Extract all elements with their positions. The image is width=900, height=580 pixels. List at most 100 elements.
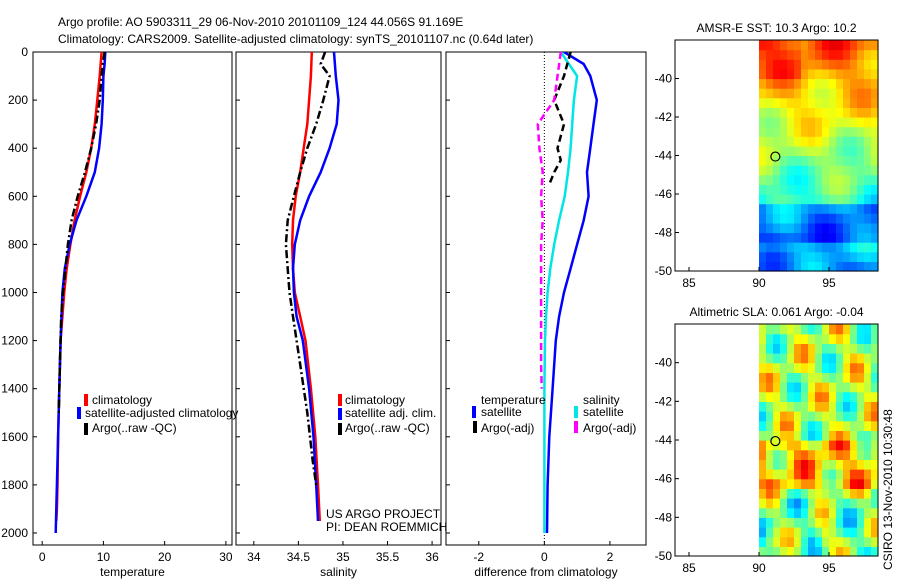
map-cell — [871, 536, 879, 547]
map-cell — [801, 382, 809, 393]
map-cell — [822, 136, 830, 147]
map-cell — [822, 242, 830, 253]
map-cell — [822, 126, 830, 137]
map-cell — [829, 411, 837, 422]
map-cell — [787, 251, 795, 262]
map-cell — [864, 222, 872, 234]
map-cell — [850, 78, 858, 89]
map-cell — [864, 174, 872, 185]
map-cell — [822, 165, 830, 176]
map-cell — [857, 261, 865, 272]
map-cell — [822, 97, 830, 108]
map-cell — [829, 391, 837, 402]
map-cell — [815, 155, 823, 166]
map-cell — [864, 459, 872, 470]
map-cell — [773, 117, 781, 128]
map-cell — [808, 527, 816, 538]
map-cell — [801, 97, 809, 108]
map-cell — [857, 174, 865, 185]
map-cell — [871, 145, 879, 157]
map-cell — [780, 68, 788, 80]
map-cell — [850, 401, 858, 412]
map-cell — [864, 242, 872, 253]
map-cell — [808, 430, 816, 441]
map-cell — [836, 382, 844, 393]
map-cell — [829, 97, 837, 108]
map-cell — [794, 546, 802, 557]
map-cell — [759, 401, 767, 412]
map-cell — [836, 449, 844, 460]
map-cell — [850, 155, 858, 166]
map-cell — [864, 136, 872, 147]
map-cell — [836, 126, 844, 137]
map-cell — [850, 382, 858, 393]
map-cell — [850, 174, 858, 185]
map-cell — [780, 372, 788, 383]
map-cell — [850, 391, 858, 402]
map-cell — [787, 40, 795, 51]
map-cell — [829, 478, 837, 489]
map-cell — [780, 449, 788, 460]
map-cell — [759, 382, 767, 393]
map-cell — [759, 97, 767, 108]
map-cell — [766, 353, 774, 364]
map-cell — [780, 488, 788, 499]
map-cell — [822, 517, 830, 528]
map-cell — [759, 174, 767, 185]
y-tick-label: 600 — [8, 189, 28, 203]
map-cell — [759, 469, 767, 480]
map-cell — [773, 353, 781, 364]
map-cell — [843, 68, 851, 80]
map-cell — [857, 59, 865, 70]
map-cell — [787, 261, 795, 272]
map-cell — [794, 242, 802, 253]
map-cell — [801, 459, 809, 470]
map-cell — [815, 107, 823, 118]
map-cell — [815, 536, 823, 547]
map-cell — [787, 174, 795, 185]
map-cell — [815, 68, 823, 80]
map-cell — [780, 391, 788, 402]
map-cell — [759, 126, 767, 137]
map-cell — [857, 184, 865, 195]
map-cell — [864, 517, 872, 528]
map-cell — [843, 527, 851, 538]
map-cell — [794, 362, 802, 373]
map-cell — [773, 242, 781, 253]
map-cell — [857, 440, 865, 451]
map-cell — [850, 165, 858, 176]
map-cell — [780, 213, 788, 224]
map-cell — [857, 242, 865, 253]
map-cell — [857, 488, 865, 499]
map-cell — [871, 469, 879, 480]
map-cell — [864, 49, 872, 60]
map-cell — [850, 353, 858, 364]
series-line-climatology — [290, 52, 322, 522]
map-cell — [801, 49, 809, 60]
map-cell — [836, 203, 844, 214]
map-cell — [759, 546, 767, 557]
map-cell — [759, 420, 767, 431]
map-cell — [773, 459, 781, 470]
map-cell — [766, 242, 774, 253]
map-cell — [864, 507, 872, 518]
map-cell — [829, 517, 837, 528]
map-cell — [850, 449, 858, 460]
map-cell — [829, 68, 837, 80]
map-cell — [871, 382, 879, 393]
map-heatmap — [759, 324, 879, 557]
map-cell — [857, 411, 865, 422]
map-cell — [843, 107, 851, 118]
map-cell — [822, 372, 830, 383]
map-cell — [794, 420, 802, 431]
map-cell — [857, 546, 865, 557]
map-cell — [759, 49, 767, 60]
map-cell — [836, 117, 844, 128]
map-cell — [864, 440, 872, 451]
map-cell — [794, 488, 802, 499]
map-cell — [759, 343, 767, 354]
map-cell — [850, 440, 858, 451]
map-cell — [871, 232, 879, 243]
map-cell — [822, 488, 830, 499]
map-cell — [801, 184, 809, 195]
